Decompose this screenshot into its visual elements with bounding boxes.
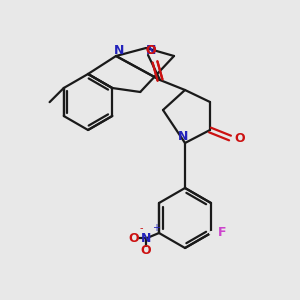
Text: -: -	[139, 223, 142, 233]
Text: F: F	[218, 226, 226, 239]
Text: N: N	[178, 130, 188, 143]
Text: N: N	[141, 232, 151, 244]
Text: +: +	[152, 223, 160, 233]
Text: O: O	[146, 44, 156, 57]
Text: O: O	[141, 244, 151, 257]
Text: N: N	[146, 44, 156, 56]
Text: N: N	[114, 44, 124, 58]
Text: O: O	[146, 44, 156, 57]
Text: O: O	[234, 131, 244, 145]
Text: O: O	[129, 232, 139, 244]
